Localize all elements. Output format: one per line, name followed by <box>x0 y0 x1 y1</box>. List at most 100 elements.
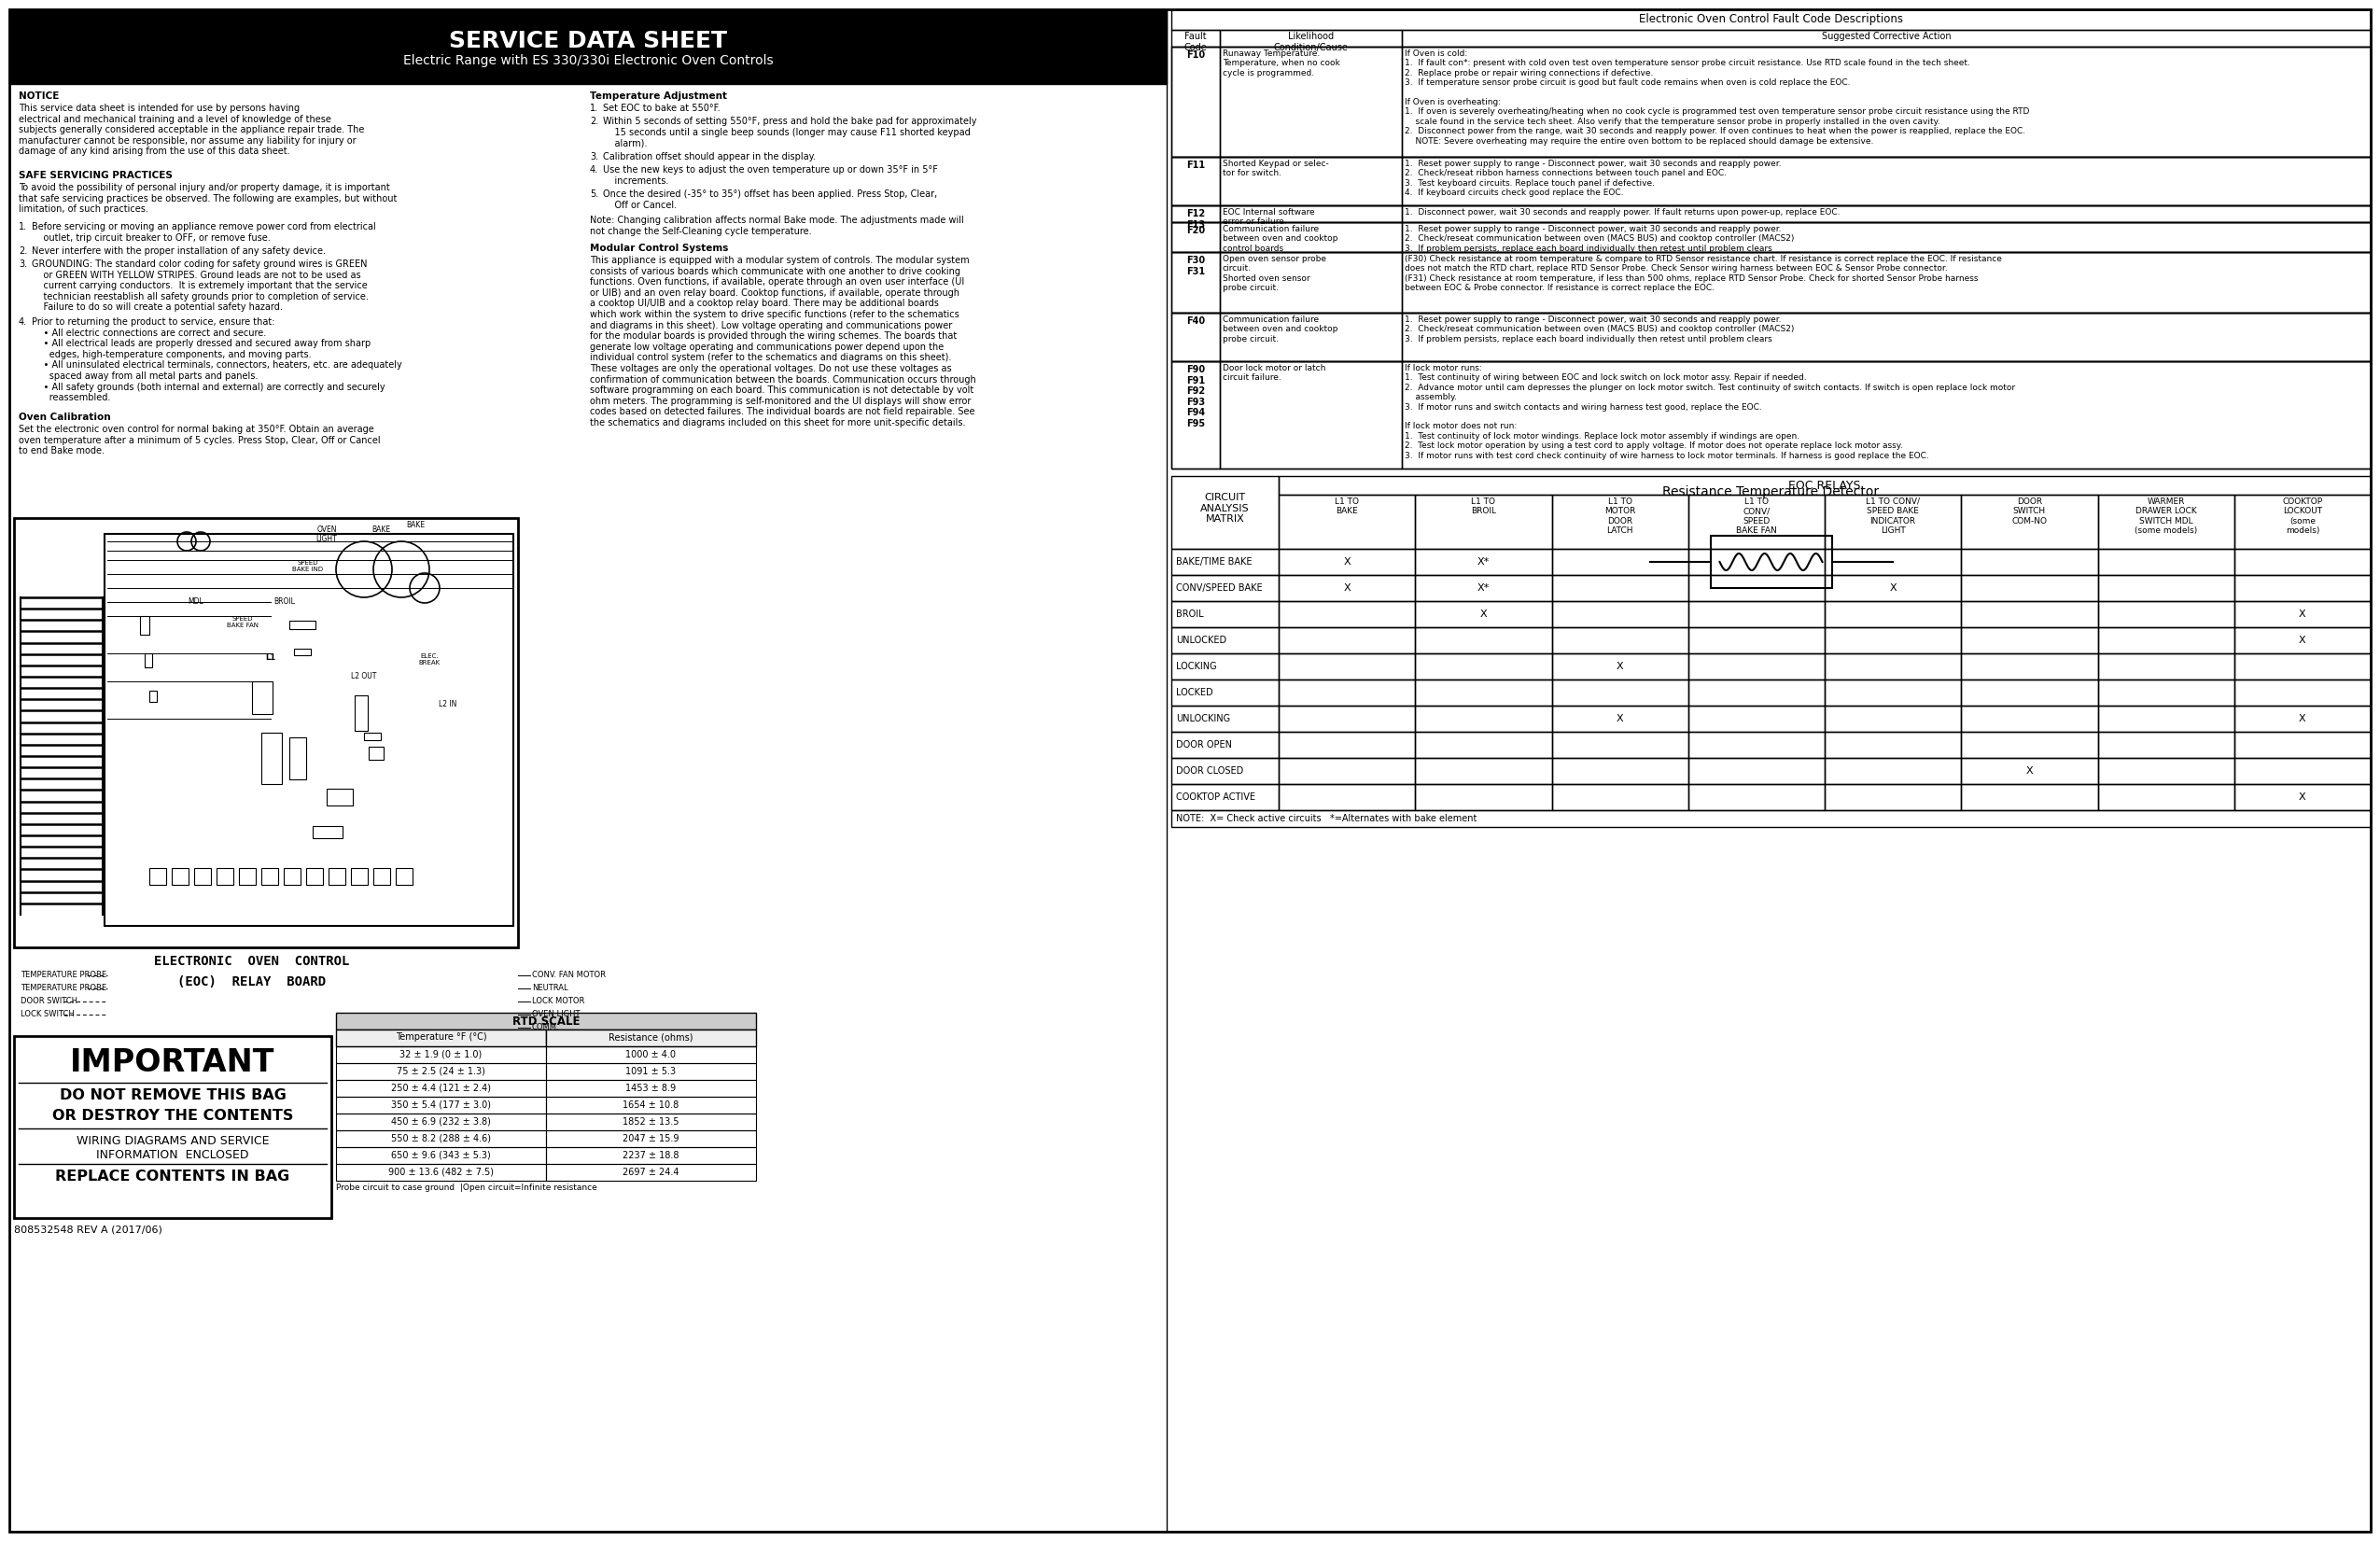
Text: X: X <box>1480 610 1488 619</box>
Text: 3.: 3. <box>19 259 26 268</box>
Text: X: X <box>2299 610 2306 619</box>
Bar <box>2235 549 2370 575</box>
Bar <box>1171 29 1221 46</box>
Bar <box>1687 784 1825 811</box>
Bar <box>1416 758 1552 784</box>
Bar <box>1552 653 1687 680</box>
Text: F12
F13: F12 F13 <box>1185 210 1204 230</box>
Bar <box>1171 627 1278 653</box>
Text: F10: F10 <box>1185 51 1204 60</box>
Bar <box>1278 476 2370 495</box>
Text: 1654 ± 10.8: 1654 ± 10.8 <box>624 1100 678 1110</box>
Bar <box>2097 549 2235 575</box>
Bar <box>1171 157 1221 205</box>
Text: This service data sheet is intended for use by persons having
electrical and mec: This service data sheet is intended for … <box>19 103 364 156</box>
Bar <box>1552 706 1687 732</box>
Text: RTD SCALE: RTD SCALE <box>512 1016 581 1028</box>
Bar <box>374 868 390 885</box>
Text: L1 TO
CONV/
SPEED
BAKE FAN: L1 TO CONV/ SPEED BAKE FAN <box>1735 498 1778 535</box>
Bar <box>1171 253 2370 313</box>
Text: BAKE: BAKE <box>407 521 424 529</box>
Text: COMM.: COMM. <box>533 1023 559 1031</box>
Bar <box>1687 680 1825 706</box>
Text: X: X <box>2299 713 2306 723</box>
Bar <box>1961 627 2097 653</box>
Bar <box>1171 46 2370 157</box>
Text: Once the desired (-35° to 35°) offset has been applied. Press Stop, Clear,
    O: Once the desired (-35° to 35°) offset ha… <box>602 190 938 210</box>
Bar <box>1402 222 2370 253</box>
Bar <box>1825 732 1961 758</box>
Bar <box>1221 253 1402 313</box>
Text: BROIL: BROIL <box>274 598 295 606</box>
Bar <box>290 621 317 629</box>
Text: L1 TO
BROIL: L1 TO BROIL <box>1471 498 1497 516</box>
Text: F40: F40 <box>1185 316 1204 325</box>
Bar <box>105 533 514 926</box>
Bar <box>1687 575 1825 601</box>
Bar <box>545 1147 757 1163</box>
Bar <box>1221 361 1402 468</box>
Bar <box>1171 222 1221 253</box>
Bar <box>1402 157 2370 205</box>
Bar <box>545 1046 757 1063</box>
Text: L2 OUT: L2 OUT <box>352 672 376 681</box>
Bar <box>545 1063 757 1080</box>
Bar <box>1402 205 2370 222</box>
Text: TEMPERATURE PROBE: TEMPERATURE PROBE <box>21 983 107 992</box>
Text: Temperature Adjustment: Temperature Adjustment <box>590 91 726 100</box>
Bar <box>1221 313 1402 361</box>
Text: Door lock motor or latch
circuit failure.: Door lock motor or latch circuit failure… <box>1223 364 1326 382</box>
Bar <box>336 1012 757 1029</box>
Bar <box>1221 29 1402 46</box>
Bar <box>2235 732 2370 758</box>
Text: This appliance is equipped with a modular system of controls. The modular system: This appliance is equipped with a modula… <box>590 256 976 427</box>
Bar <box>1278 758 1416 784</box>
Text: NEUTRAL: NEUTRAL <box>533 983 569 992</box>
Bar <box>140 616 150 635</box>
Bar <box>336 1114 545 1130</box>
Bar <box>1961 575 2097 601</box>
Bar <box>2097 758 2235 784</box>
Bar <box>2097 706 2235 732</box>
Bar <box>1552 601 1687 627</box>
Text: X: X <box>1890 584 1897 593</box>
Bar <box>14 518 519 948</box>
Text: DOOR CLOSED: DOOR CLOSED <box>1176 766 1242 775</box>
Bar <box>2235 758 2370 784</box>
Text: If lock motor runs:
1.  Test continuity of wiring between EOC and lock switch on: If lock motor runs: 1. Test continuity o… <box>1404 364 2016 459</box>
Text: LOCK MOTOR: LOCK MOTOR <box>533 997 585 1005</box>
Bar <box>1687 732 1825 758</box>
Bar <box>1171 680 1278 706</box>
Text: L1 TO
MOTOR
DOOR
LATCH: L1 TO MOTOR DOOR LATCH <box>1604 498 1635 535</box>
Text: 1.  Reset power supply to range - Disconnect power, wait 30 seconds and reapply : 1. Reset power supply to range - Disconn… <box>1404 225 1795 253</box>
Text: IMPORTANT: IMPORTANT <box>71 1048 276 1079</box>
Text: 1.: 1. <box>19 222 26 231</box>
Bar <box>1416 653 1552 680</box>
Bar <box>336 1097 545 1114</box>
Bar <box>1825 784 1961 811</box>
Bar <box>364 732 381 740</box>
Bar <box>1552 758 1687 784</box>
Bar <box>1171 313 1221 361</box>
Bar <box>1961 680 2097 706</box>
Text: L1 TO
BAKE: L1 TO BAKE <box>1335 498 1359 516</box>
Bar <box>2097 784 2235 811</box>
Bar <box>2235 627 2370 653</box>
Text: OVEN LIGHT: OVEN LIGHT <box>533 1009 581 1019</box>
Text: Within 5 seconds of setting 550°F, press and hold the bake pad for approximately: Within 5 seconds of setting 550°F, press… <box>602 117 976 148</box>
Text: 808532548 REV A (2017/06): 808532548 REV A (2017/06) <box>14 1225 162 1234</box>
Bar <box>1687 758 1825 784</box>
Text: 2.: 2. <box>19 247 26 256</box>
Bar <box>1171 9 2370 29</box>
Text: Set the electronic oven control for normal baking at 350°F. Obtain an average
ov: Set the electronic oven control for norm… <box>19 425 381 456</box>
Text: L1: L1 <box>267 653 276 661</box>
Bar <box>2235 784 2370 811</box>
Bar <box>1171 811 2370 828</box>
Text: TEMPERATURE PROBE: TEMPERATURE PROBE <box>21 971 107 979</box>
Text: F90
F91
F92
F93
F94
F95: F90 F91 F92 F93 F94 F95 <box>1185 365 1204 428</box>
Bar <box>2235 575 2370 601</box>
Bar <box>1825 495 1961 549</box>
Bar <box>307 868 324 885</box>
Text: EOC RELAYS: EOC RELAYS <box>1787 479 1861 492</box>
Bar <box>336 1130 545 1147</box>
